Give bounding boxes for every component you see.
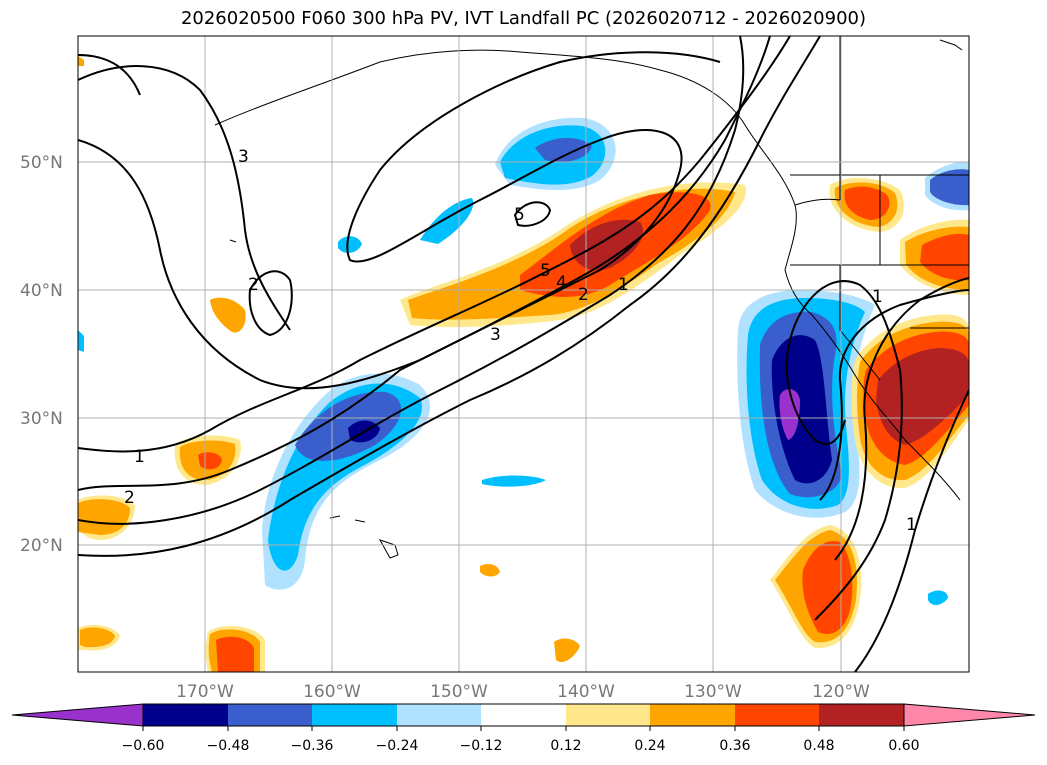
contour-labels: 1 2 3 5 4 2 1 5 2 3 1 1 [124,147,917,535]
lat-label-40n: 40°N [20,281,63,301]
lat-label-50n: 50°N [20,153,63,173]
colorbar-outline [142,703,905,727]
contour-label-5b: 5 [514,205,525,225]
colorbar-tick-label: −0.48 [207,738,250,754]
colorbar-tick-label: −0.12 [460,738,503,754]
latitude-labels: 50°N 40°N 30°N 20°N [20,153,63,556]
colorbar-bin-5 [481,704,566,726]
colorbar-tick-label: −0.36 [291,738,334,754]
contour-label-1c: 1 [906,515,917,535]
contour-label-1: 1 [134,447,145,467]
colorbar-ticks [142,726,905,731]
colorbar-bin-7 [650,704,735,726]
map-title: 2026020500 F060 300 hPa PV, IVT Landfall… [180,8,867,29]
lon-label-150w: 150°W [430,682,488,702]
lat-label-30n: 30°N [20,409,63,429]
contour-label-2d: 1 [872,287,883,307]
colorbar-tick-label: 0.12 [550,738,581,754]
colorbar-bin-9 [819,704,904,726]
colorbar-tick-label: −0.24 [376,738,419,754]
contour-label-2: 2 [124,488,135,508]
contour-label-3: 3 [490,325,501,345]
contour-label-4: 4 [556,273,567,293]
colorbar-tick-label: −0.60 [122,738,165,754]
colorbar-bin-8 [735,704,819,726]
colorbar: −0.60 −0.48 −0.36 −0.24 −0.12 0.12 0.24 … [11,703,1036,754]
lon-label-120w: 120°W [812,682,870,702]
colorbar-tick-label: 0.24 [634,738,665,754]
lon-label-170w: 170°W [176,682,234,702]
lon-label-130w: 130°W [684,682,742,702]
longitude-labels: 170°W 160°W 150°W 140°W 130°W 120°W [176,682,870,702]
pv-contours [78,36,969,672]
lat-label-20n: 20°N [20,536,63,556]
lon-label-140w: 140°W [557,682,615,702]
colorbar-min-extend [11,703,144,727]
colorbar-bin-1 [143,704,228,726]
colorbar-tick-label: 0.60 [888,738,919,754]
contour-label-2c: 2 [248,275,259,295]
colorbar-bin-6 [566,704,650,726]
pv-anomaly-fills [78,56,969,672]
colorbar-bin-3 [312,704,397,726]
contour-label-5: 5 [540,261,551,281]
colorbar-max-extend [903,703,1036,727]
colorbar-bin-4 [397,704,481,726]
colorbar-bin-2 [228,704,312,726]
contour-label-2b: 2 [578,285,589,305]
contour-label-3b: 3 [238,147,249,167]
contour-label-1b: 1 [618,275,629,295]
colorbar-tick-label: 0.36 [719,738,750,754]
colorbar-tick-label: 0.48 [803,738,834,754]
map-border [77,35,970,673]
lon-label-160w: 160°W [303,682,361,702]
